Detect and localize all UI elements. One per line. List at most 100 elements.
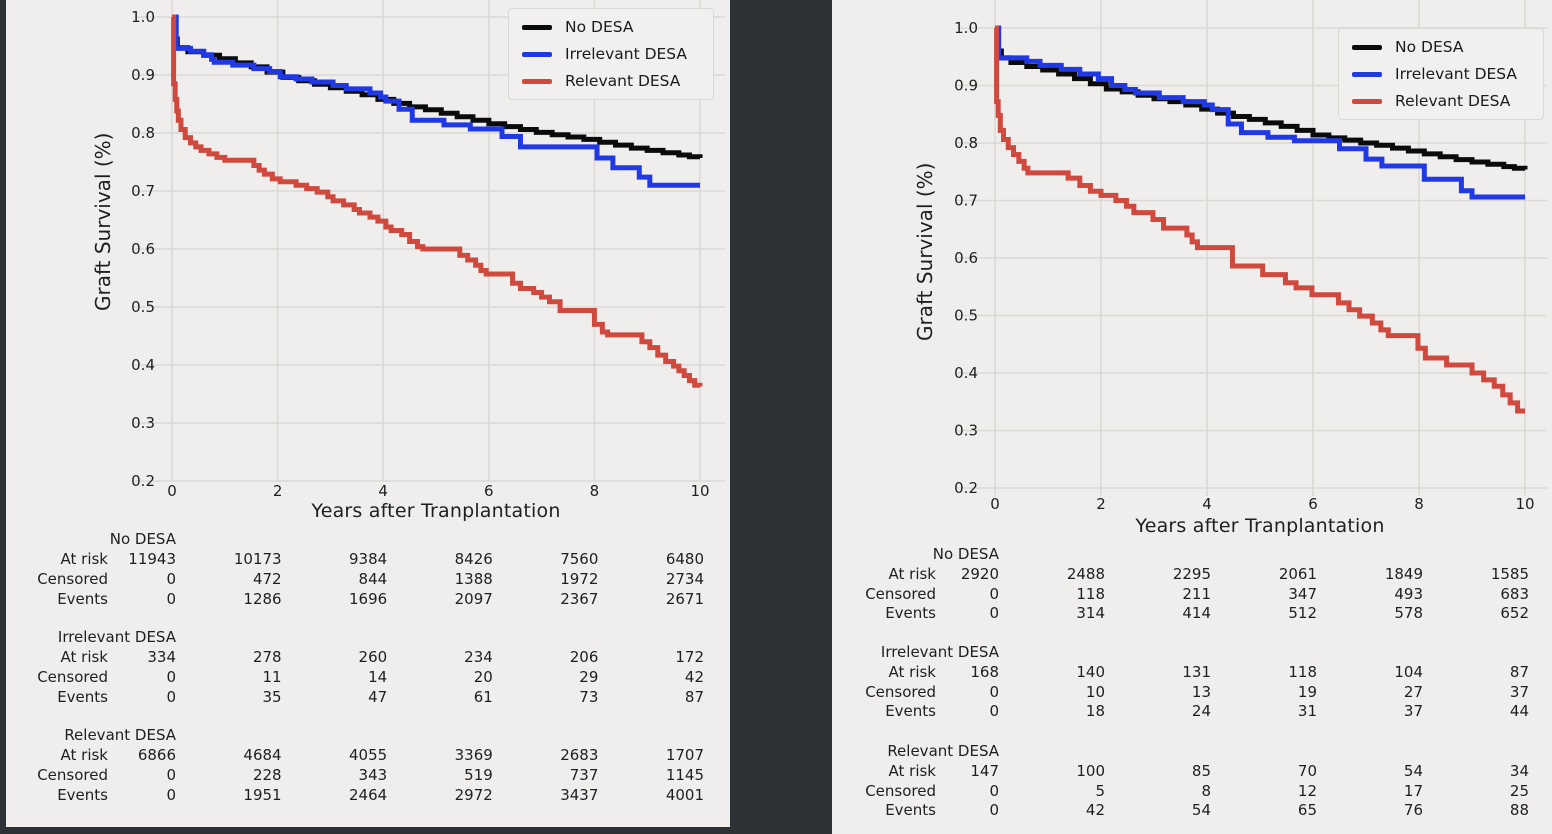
legend: No DESA Irrelevant DESA Relevant DESA <box>508 8 714 100</box>
series-relevant-desa <box>171 14 703 388</box>
risk-cell: 0 <box>989 683 999 701</box>
risk-cell: 65 <box>1298 801 1317 819</box>
y-axis-label: Graft Survival (%) <box>91 132 115 312</box>
risk-cell: 2061 <box>1279 565 1317 583</box>
legend-item-no-desa: No DESA <box>522 18 700 36</box>
legend-item-irrelevant-desa: Irrelevant DESA <box>522 45 700 63</box>
risk-row-label: At risk <box>61 648 109 666</box>
risk-cell: 35 <box>263 688 282 706</box>
risk-cell: 334 <box>147 648 176 666</box>
risk-cell: 34 <box>1510 762 1529 780</box>
risk-cell: 37 <box>1510 683 1529 701</box>
x-tick-label: 6 <box>1308 495 1318 513</box>
risk-cell: 1145 <box>666 766 704 784</box>
x-tick-label: 10 <box>690 482 709 500</box>
y-tick-label: 0.8 <box>954 134 978 152</box>
risk-group-header: Relevant DESA <box>64 726 176 744</box>
risk-cell: 0 <box>166 786 176 804</box>
series-irrelevant-desa <box>172 14 700 188</box>
x-tick-label: 2 <box>1096 495 1106 513</box>
risk-cell: 10173 <box>234 550 282 568</box>
risk-cell: 0 <box>166 668 176 686</box>
risk-cell: 20 <box>474 668 493 686</box>
risk-group-header: No DESA <box>933 545 1000 563</box>
risk-cell: 2671 <box>666 590 704 608</box>
km-panel-left: 1.0 0.9 0.8 0.7 0.6 0.5 0.4 0.3 0.2 0 2 4 6 8 10 No DES… <box>6 0 730 827</box>
risk-cell: 2920 <box>961 565 999 583</box>
risk-cell: 472 <box>253 570 282 588</box>
risk-cell: 519 <box>464 766 493 784</box>
risk-cell: 578 <box>1394 604 1423 622</box>
risk-row-label: Censored <box>37 766 108 784</box>
risk-row-label: Censored <box>865 585 936 603</box>
risk-cell: 1585 <box>1491 565 1529 583</box>
risk-cell: 343 <box>359 766 388 784</box>
risk-cell: 7560 <box>560 550 598 568</box>
risk-cell: 493 <box>1394 585 1423 603</box>
risk-row-label: Censored <box>37 570 108 588</box>
risk-cell: 13 <box>1192 683 1211 701</box>
risk-cell: 9384 <box>349 550 387 568</box>
risk-cell: 5 <box>1095 782 1105 800</box>
risk-cell: 11943 <box>128 550 176 568</box>
risk-cell: 37 <box>1404 702 1423 720</box>
risk-cell: 4055 <box>349 746 387 764</box>
risk-cell: 17 <box>1404 782 1423 800</box>
risk-cell: 54 <box>1192 801 1211 819</box>
risk-cell: 2734 <box>666 570 704 588</box>
risk-cell: 1286 <box>243 590 281 608</box>
risk-cell: 0 <box>989 702 999 720</box>
irrelevant-desa-line-swatch <box>522 51 552 57</box>
risk-cell: 347 <box>1288 585 1317 603</box>
x-axis-label: Years after Tranplantation <box>311 500 561 522</box>
legend-label: Relevant DESA <box>1395 92 1511 110</box>
x-tick-label: 8 <box>590 482 600 500</box>
risk-group-header: Irrelevant DESA <box>58 628 177 646</box>
risk-cell: 3369 <box>455 746 493 764</box>
risk-cell: 76 <box>1404 801 1423 819</box>
risk-cell: 0 <box>989 782 999 800</box>
risk-cell: 2367 <box>560 590 598 608</box>
risk-cell: 172 <box>675 648 704 666</box>
series-relevant-desa <box>994 25 1525 414</box>
risk-cell: 100 <box>1076 762 1105 780</box>
y-tick-label: 0.8 <box>131 124 155 142</box>
risk-cell: 2488 <box>1067 565 1105 583</box>
y-tick-label: 0.2 <box>131 472 155 490</box>
risk-group-header: No DESA <box>110 530 177 548</box>
x-tick-label: 2 <box>273 482 283 500</box>
risk-cell: 652 <box>1500 604 1529 622</box>
risk-cell: 85 <box>1192 762 1211 780</box>
no-desa-line-swatch <box>1352 44 1382 50</box>
risk-cell: 24 <box>1192 702 1211 720</box>
risk-cell: 42 <box>685 668 704 686</box>
risk-cell: 25 <box>1510 782 1529 800</box>
risk-row-label: Events <box>885 604 936 622</box>
y-tick-label: 0.5 <box>131 298 155 316</box>
x-tick-label: 8 <box>1414 495 1424 513</box>
risk-group-header: Irrelevant DESA <box>881 643 1000 661</box>
y-tick-label: 0.6 <box>131 240 155 258</box>
y-tick-label: 0.7 <box>131 182 155 200</box>
y-tick-label: 0.7 <box>954 192 978 210</box>
risk-cell: 44 <box>1510 702 1529 720</box>
risk-cell: 512 <box>1288 604 1317 622</box>
y-tick-label: 0.5 <box>954 307 978 325</box>
risk-cell: 18 <box>1086 702 1105 720</box>
risk-cell: 42 <box>1086 801 1105 819</box>
y-axis-label: Graft Survival (%) <box>913 162 937 342</box>
risk-cell: 2464 <box>349 786 387 804</box>
risk-cell: 131 <box>1182 663 1211 681</box>
x-tick-label: 4 <box>1202 495 1212 513</box>
risk-row-label: Censored <box>37 668 108 686</box>
risk-row-label: At risk <box>61 550 109 568</box>
risk-cell: 73 <box>579 688 598 706</box>
legend-item-relevant-desa: Relevant DESA <box>1352 92 1530 110</box>
y-tick-label: 0.3 <box>131 414 155 432</box>
risk-cell: 0 <box>989 801 999 819</box>
risk-cell: 14 <box>368 668 387 686</box>
relevant-desa-line-swatch <box>1352 98 1382 104</box>
series-irrelevant-desa <box>995 25 1525 200</box>
risk-cell: 27 <box>1404 683 1423 701</box>
